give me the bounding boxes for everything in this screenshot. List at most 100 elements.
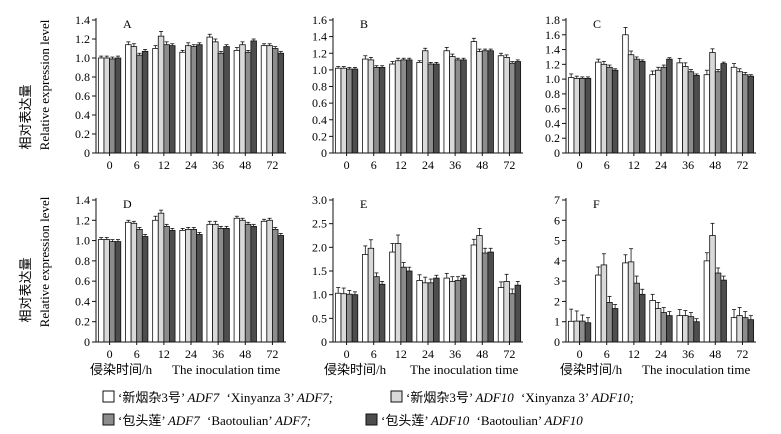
bar-c-36h-s2 (682, 66, 689, 154)
legend-en-xinyanza-adf10: ‘Xinyanza 3’ (521, 390, 589, 405)
bar-c-72h-s4 (747, 75, 755, 154)
y-tick-label-e: 2.5 (312, 217, 327, 231)
bar-d-0h-s4 (114, 241, 122, 343)
bar-b-36h-s3 (454, 59, 462, 154)
bar-c-24h-s2 (655, 69, 662, 154)
bar-d-72h-s4 (277, 235, 285, 343)
legend-suffix-baotoulian-adf7: ADF7; (274, 413, 311, 428)
x-tick-label-b: 72 (503, 158, 515, 172)
chart-panel-e: 3.0 2.5 2.0 1.5 1.0 0.5 0 0 6 12 24 36 48 72 E (312, 193, 523, 361)
x-tick-label-c: 48 (709, 158, 721, 172)
y-tick-label-b: 1.6 (312, 13, 327, 27)
bar-f-24h-s3 (660, 312, 667, 343)
bar-d-36h-s2 (212, 223, 219, 343)
x-tick-label-f: 24 (655, 347, 667, 361)
bar-e-24h-s3 (427, 282, 434, 343)
bar-d-6h-s4 (141, 236, 149, 343)
y-tick-label-e: 2.0 (312, 240, 327, 254)
bar-b-12h-s2 (394, 60, 402, 154)
x-axis-title-left-cn: 侵染时间/h (90, 362, 153, 377)
bar-b-12h-s3 (400, 59, 407, 154)
bar-a-12h-s1 (152, 48, 159, 154)
y-tick-label-c: 1.8 (545, 13, 560, 27)
panel-label-d: D (123, 197, 132, 211)
bar-b-12h-s1 (389, 63, 396, 154)
bar-b-6h-s3 (373, 66, 380, 154)
bar-a-72h-s4 (277, 52, 285, 154)
bar-c-72h-s3 (742, 74, 749, 154)
chart-panel-f: 7 6 5 4 3 2 1 0 0 6 12 24 36 48 72 F (554, 193, 756, 361)
bar-d-0h-s2 (103, 239, 110, 343)
bar-a-6h-s4 (141, 50, 149, 154)
panel-label-a: A (123, 17, 132, 31)
x-tick-label-a: 12 (158, 158, 170, 172)
bar-b-0h-s1 (334, 67, 342, 154)
bar-a-12h-s4 (169, 45, 176, 154)
bar-d-72h-s1 (260, 220, 268, 343)
y-tick-label-b: 1.4 (312, 30, 327, 44)
bar-e-36h-s3 (454, 280, 462, 343)
bar-d-0h-s1 (97, 239, 105, 343)
y-tick-label-d: 0.4 (75, 294, 90, 308)
bar-f-24h-s1 (649, 300, 656, 343)
x-tick-label-d: 12 (158, 347, 170, 361)
y-tick-label-a: 1.2 (75, 32, 90, 46)
bar-c-24h-s3 (660, 66, 667, 154)
bar-d-24h-s3 (190, 229, 197, 343)
bar-a-0h-s4 (114, 57, 122, 154)
y-tick-label-c: 0.8 (545, 87, 560, 101)
y-tick-label-f: 4 (554, 254, 560, 268)
bar-e-48h-s3 (481, 252, 489, 343)
legend-suffix-baotoulian-adf10: ADF10 (544, 413, 584, 428)
bar-b-36h-s1 (443, 50, 450, 154)
bar-f-48h-s4 (720, 279, 727, 343)
bar-e-12h-s3 (400, 266, 407, 343)
bar-c-6h-s1 (595, 61, 602, 154)
bar-f-6h-s2 (600, 264, 608, 343)
x-axis-title-right-en: The inoculation time (642, 362, 751, 377)
bar-f-12h-s3 (633, 282, 640, 343)
legend-en-baotoulian-adf10: ‘Baotoulian’ (477, 413, 542, 428)
bar-f-36h-s1 (676, 315, 683, 343)
bar-e-48h-s4 (487, 251, 494, 343)
legend-suffix-xinyanza-adf10: ADF10; (591, 390, 635, 405)
bar-a-6h-s2 (130, 46, 138, 154)
y-tick-label-a: 0.2 (75, 127, 90, 141)
legend-cn-xinyanza-adf7: ‘新烟杂3号’ (118, 390, 185, 405)
x-tick-label-d: 48 (239, 347, 251, 361)
bar-e-24h-s1 (416, 280, 423, 343)
bar-a-48h-s1 (233, 50, 241, 154)
bar-e-72h-s1 (497, 287, 505, 343)
bar-b-36h-s4 (460, 59, 467, 154)
bar-b-0h-s3 (346, 68, 353, 154)
bar-c-24h-s1 (649, 74, 656, 154)
panel-label-e: E (360, 197, 367, 211)
bar-c-48h-s1 (703, 74, 711, 154)
bar-f-0h-s3 (579, 320, 586, 343)
bar-e-36h-s2 (449, 281, 456, 343)
panel-label-b: B (360, 17, 368, 31)
bar-a-48h-s4 (250, 40, 257, 154)
bar-c-36h-s3 (687, 71, 695, 154)
bar-e-36h-s1 (443, 277, 450, 343)
y-axis-title-row1-en: Relative expression level (37, 19, 52, 150)
y-tick-label-c: 0 (554, 146, 560, 160)
bar-e-6h-s3 (373, 276, 380, 343)
bar-d-12h-s4 (169, 230, 176, 343)
bar-d-36h-s3 (217, 227, 225, 343)
legend-cn-xinyanza-adf10: ‘新烟杂3号’ (406, 390, 473, 405)
bar-b-0h-s4 (351, 68, 359, 154)
bar-f-72h-s4 (747, 319, 755, 343)
bar-a-6h-s3 (136, 54, 143, 154)
bar-a-36h-s4 (223, 46, 230, 154)
legend-gene-baotoulian-adf10: ADF10 (430, 413, 470, 428)
y-tick-label-f: 1 (554, 315, 560, 329)
legend-item-baotoulian-adf7: ‘包头莲’ ADF7 ‘Baotoulian’ ADF7; (102, 413, 311, 428)
bar-f-0h-s4 (584, 322, 592, 343)
x-tick-label-a: 6 (134, 158, 140, 172)
bar-f-24h-s2 (655, 308, 662, 343)
x-tick-label-d: 72 (266, 347, 278, 361)
bar-c-12h-s1 (622, 34, 629, 154)
bar-e-0h-s1 (334, 292, 342, 343)
bar-f-72h-s2 (736, 315, 743, 343)
